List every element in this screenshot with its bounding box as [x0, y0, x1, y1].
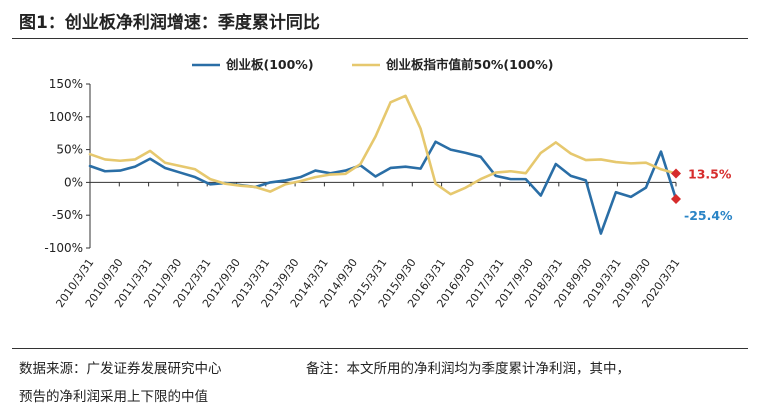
bottom-divider	[12, 348, 748, 349]
series-line-top50	[88, 94, 678, 196]
endpoint-marker-chinext	[671, 194, 681, 205]
y-tick-label: 50%	[56, 143, 83, 157]
y-tick-label: -50%	[52, 208, 83, 222]
x-axis: 2010/3/312010/9/302011/3/312011/9/302012…	[53, 181, 682, 310]
legend: 创业板(100%) 创业板指市值前50%(100%)	[192, 57, 553, 72]
annotation-top50-value: 13.5%	[688, 167, 732, 182]
y-tick-label: 150%	[49, 77, 83, 91]
figure-title: 图1：创业板净利润增速：季度累计同比	[19, 13, 320, 33]
legend-label-series1: 创业板(100%)	[225, 57, 314, 72]
legend-label-series2: 创业板指市值前50%(100%)	[385, 57, 553, 72]
remark-note-line2: 预告的净利润采用上下限的中值	[19, 389, 208, 405]
annotation-chinext-value: -25.4%	[684, 208, 733, 223]
y-axis: 150% 100% 50% 0% -50% -100%	[44, 77, 91, 255]
series-group	[88, 94, 678, 235]
top-divider	[12, 38, 748, 39]
data-source-note: 数据来源：广发证券发展研究中心	[19, 361, 222, 377]
remark-note-line1: 备注：本文所用的净利润均为季度累计净利润，其中，	[306, 361, 630, 377]
y-tick-label: 0%	[64, 175, 83, 189]
line-chart: 创业板(100%) 创业板指市值前50%(100%) 150% 100% 50% 0%…	[44, 57, 733, 310]
annotations-group: 13.5% -25.4%	[671, 167, 733, 223]
y-tick-label: 100%	[49, 110, 83, 124]
y-tick-label: -100%	[44, 241, 83, 255]
series-line-chinext	[88, 140, 678, 235]
endpoint-marker-top50	[671, 168, 681, 179]
